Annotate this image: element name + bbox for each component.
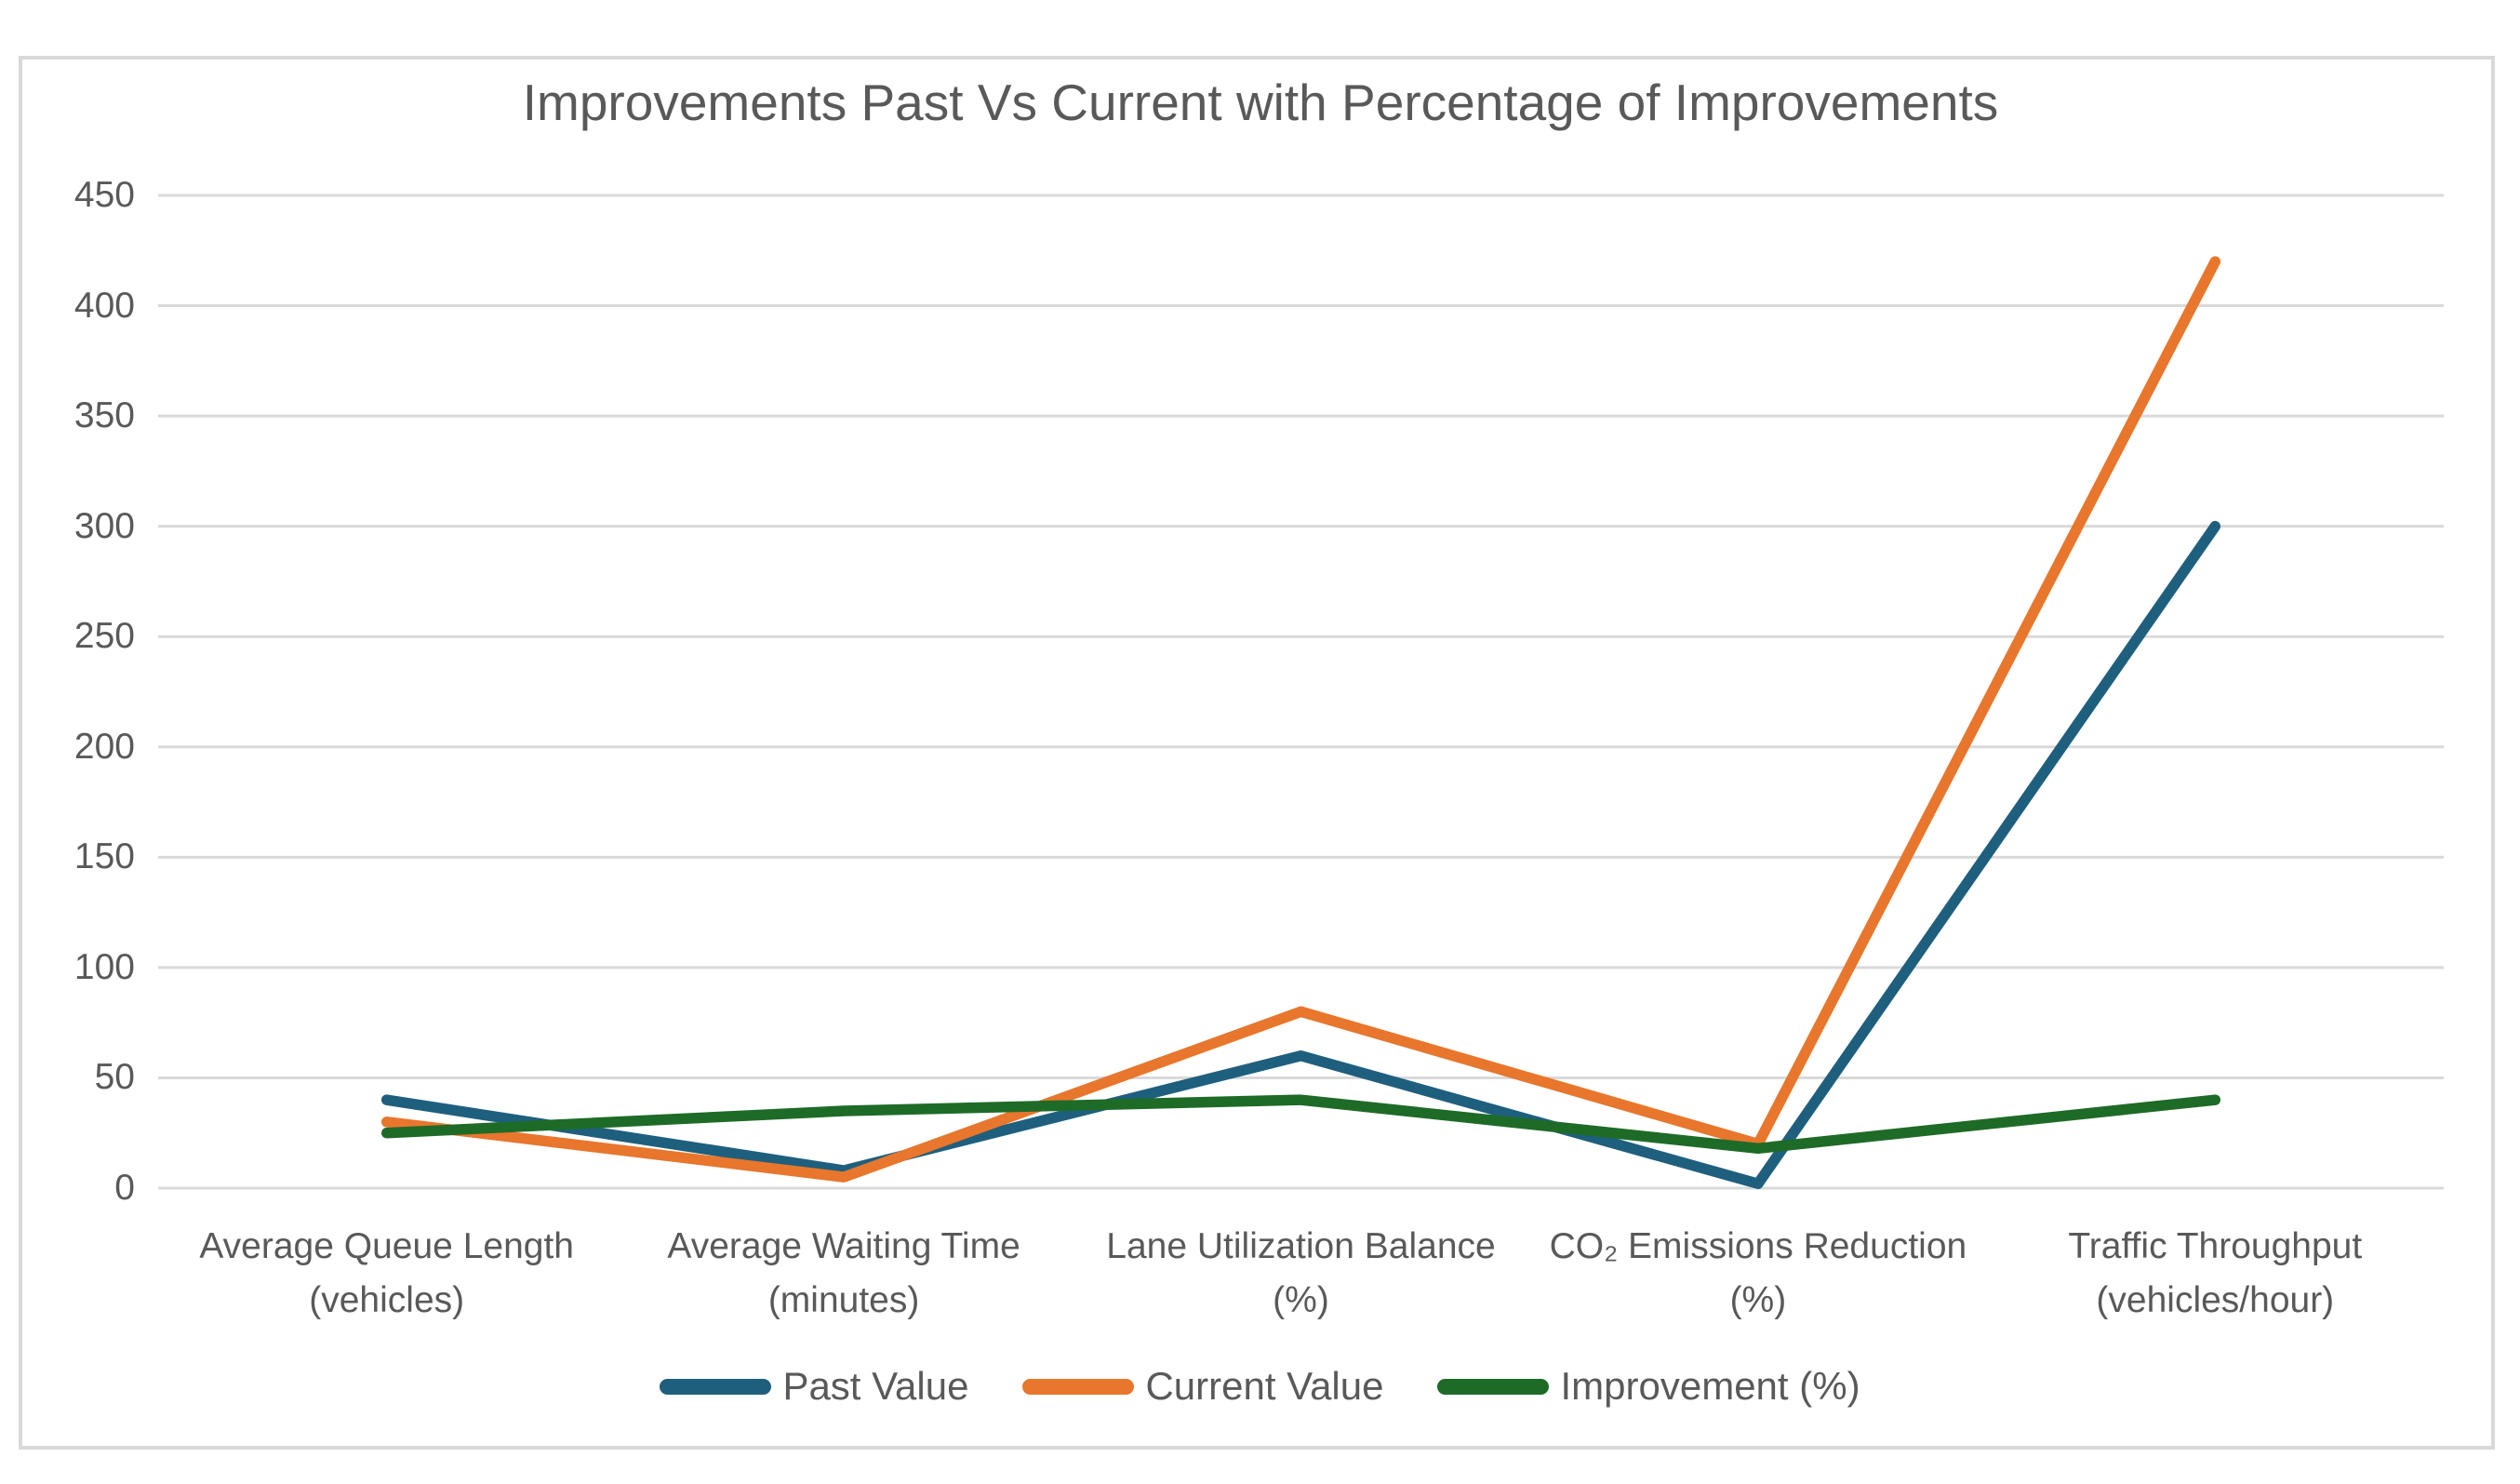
legend-label: Past Value: [782, 1364, 969, 1408]
chart-frame: [19, 56, 2495, 1450]
y-tick-label: 400: [73, 285, 135, 326]
legend-swatch: [660, 1378, 772, 1395]
series-line-current-value: [380, 256, 2221, 1183]
legend-item-current-value[interactable]: Current Value: [1022, 1364, 1383, 1409]
y-tick-label: 350: [73, 395, 135, 436]
x-category-label: CO₂ Emissions Reduction (%): [1516, 1220, 2000, 1328]
y-tick-label: 150: [73, 836, 135, 877]
x-category-line2: (vehicles/hour): [2096, 1280, 2335, 1320]
x-category-line2: (%): [1273, 1280, 1329, 1320]
x-category-line1: Average Queue Length: [199, 1226, 574, 1266]
x-category-label: Average Queue Length (vehicles): [145, 1220, 629, 1328]
y-tick-label: 450: [73, 175, 135, 215]
legend-item-past-value[interactable]: Past Value: [660, 1364, 968, 1409]
x-category-line1: CO₂ Emissions Reduction: [1549, 1226, 1967, 1266]
legend: Past Value Current Value Improvement (%): [0, 1364, 2520, 1409]
x-category-line1: Traffic Throughput: [2068, 1226, 2363, 1266]
series-line-past-value: [380, 520, 2221, 1190]
x-category-line2: (vehicles): [309, 1280, 465, 1320]
x-category-line1: Average Waiting Time: [667, 1226, 1020, 1266]
legend-item-improvement[interactable]: Improvement (%): [1437, 1364, 1860, 1409]
y-tick-label: 50: [94, 1057, 135, 1098]
legend-label: Improvement (%): [1560, 1364, 1860, 1408]
x-category-label: Traffic Throughput (vehicles/hour): [1973, 1220, 2457, 1328]
x-category-line2: (%): [1729, 1280, 1787, 1320]
x-category-line2: (minutes): [767, 1280, 920, 1320]
legend-swatch: [1437, 1378, 1550, 1395]
y-tick-label: 200: [73, 726, 135, 767]
legend-swatch: [1022, 1378, 1135, 1395]
y-tick-label: 0: [114, 1168, 135, 1208]
x-category-label: Lane Utilization Balance (%): [1060, 1220, 1543, 1328]
y-tick-label: 300: [73, 505, 135, 546]
gridlines: [158, 194, 2444, 1190]
series-line-improvement: [380, 1094, 2221, 1155]
legend-label: Current Value: [1145, 1364, 1384, 1408]
chart-title: Improvements Past Vs Current with Percen…: [522, 74, 1999, 131]
y-tick-label: 250: [73, 616, 135, 657]
y-tick-label: 100: [73, 946, 135, 987]
x-category-label: Average Waiting Time (minutes): [602, 1220, 1086, 1328]
x-category-line1: Lane Utilization Balance: [1106, 1226, 1496, 1266]
series-lines: [380, 256, 2221, 1190]
